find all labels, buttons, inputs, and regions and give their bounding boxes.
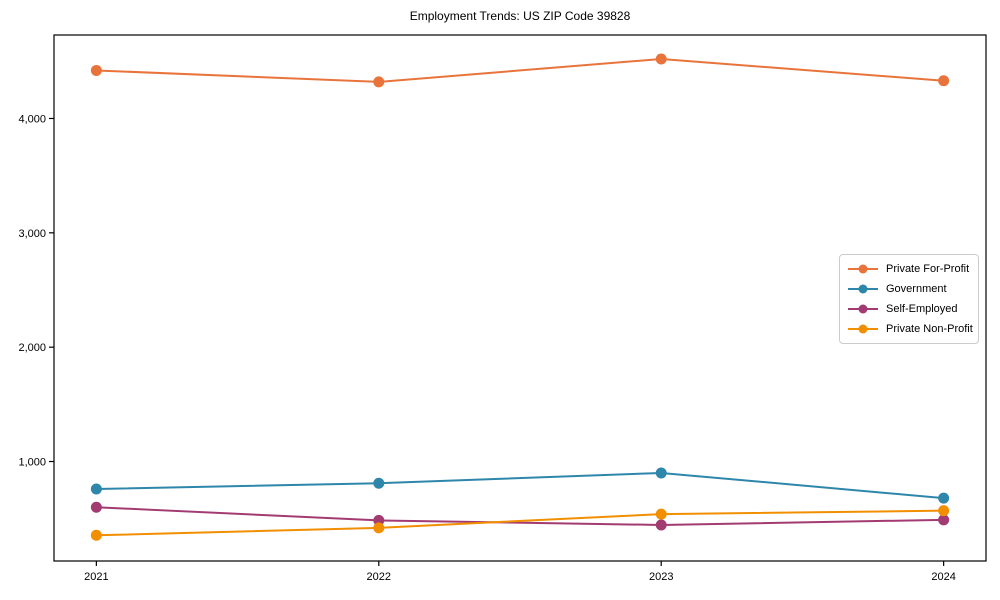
line-private-non-profit bbox=[96, 509, 944, 537]
marker-private-non-profit bbox=[90, 529, 102, 541]
x-tick-label: 2022 bbox=[367, 571, 391, 583]
line-private-for-profit bbox=[96, 58, 944, 83]
legend-entry-government: Government bbox=[848, 279, 970, 299]
legend-swatch-icon bbox=[848, 284, 878, 294]
x-tick-label: 2023 bbox=[649, 571, 673, 583]
marker-private-for-profit bbox=[655, 53, 667, 65]
marker-private-non-profit bbox=[655, 508, 667, 520]
legend-swatch-icon bbox=[848, 304, 878, 314]
legend-swatch-icon bbox=[848, 324, 878, 334]
legend-entry-self-employed: Self-Employed bbox=[848, 299, 970, 319]
marker-government bbox=[655, 467, 667, 479]
marker-private-for-profit bbox=[373, 76, 385, 88]
marker-government bbox=[938, 492, 950, 504]
legend-label: Private Non-Profit bbox=[886, 322, 973, 335]
line-self-employed bbox=[96, 506, 944, 526]
x-tick-label: 2024 bbox=[931, 571, 955, 583]
y-tick-label: 2,000 bbox=[18, 342, 46, 354]
legend-label: Government bbox=[886, 282, 947, 295]
marker-private-non-profit bbox=[938, 505, 950, 517]
marker-private-non-profit bbox=[373, 522, 385, 534]
marker-private-for-profit bbox=[90, 64, 102, 76]
marker-government bbox=[90, 483, 102, 495]
plot-frame bbox=[53, 34, 987, 562]
marker-self-employed bbox=[90, 501, 102, 513]
y-tick-label: 4,000 bbox=[18, 113, 46, 125]
marker-self-employed bbox=[655, 519, 667, 531]
marker-private-for-profit bbox=[938, 75, 950, 87]
y-tick-label: 3,000 bbox=[18, 228, 46, 240]
legend-label: Private For-Profit bbox=[886, 262, 970, 275]
legend-entry-private-non-profit: Private Non-Profit bbox=[848, 319, 973, 339]
legend-label: Self-Employed bbox=[886, 302, 958, 315]
legend-entry-private-for-profit: Private For-Profit bbox=[848, 259, 970, 279]
marker-government bbox=[373, 477, 385, 489]
y-tick-label: 1,000 bbox=[18, 457, 46, 469]
chart-title: Employment Trends: US ZIP Code 39828 bbox=[409, 9, 631, 23]
x-tick-label: 2021 bbox=[84, 571, 108, 583]
legend: Private For-Profit Government Self-Employe… bbox=[839, 254, 979, 344]
legend-swatch-icon bbox=[848, 264, 878, 274]
line-government bbox=[96, 471, 944, 500]
marker-self-employed bbox=[938, 514, 950, 526]
